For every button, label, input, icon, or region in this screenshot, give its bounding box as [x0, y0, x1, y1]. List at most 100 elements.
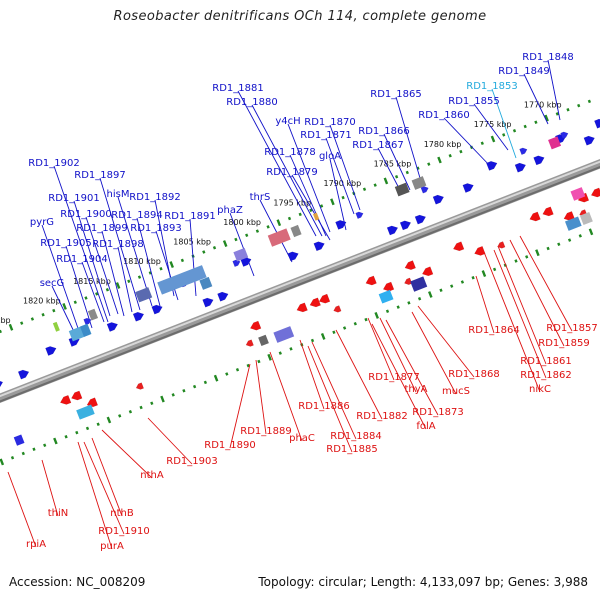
forward-gene-arrow: [0, 379, 4, 390]
kbp-tick: [364, 317, 368, 322]
gene-label: RD1_1901: [48, 193, 99, 204]
feature-box: [410, 276, 428, 292]
label-connector: [311, 341, 357, 440]
gene-label: RD1_1884: [330, 431, 381, 442]
kbp-tick: [330, 198, 335, 206]
label-connector: [329, 158, 347, 231]
kbp-tick: [115, 282, 121, 289]
gene-label: RD1_1878: [264, 147, 315, 158]
kbp-tick: [276, 219, 282, 227]
label-connector: [91, 437, 123, 517]
forward-gene-arrow: [151, 304, 163, 315]
forward-gene-arrow: [399, 220, 412, 231]
kbp-tick: [525, 255, 529, 259]
label-connector: [41, 224, 81, 335]
label-connector: [367, 317, 395, 381]
kbp-label: 1820 kbp: [23, 296, 61, 305]
kbp-tick: [342, 326, 347, 330]
kbp-label: 1770 kbp: [524, 101, 562, 110]
kbp-tick: [105, 287, 110, 292]
kbp-tick: [298, 212, 302, 217]
kbp-tick: [481, 270, 487, 278]
kbp-tick: [319, 204, 324, 208]
forward-gene-arrow: [386, 225, 399, 236]
gene-label: RD1_1857: [546, 323, 597, 334]
gene-label: nthB: [110, 508, 134, 519]
kbp-tick: [439, 288, 443, 293]
kbp-tick: [212, 246, 217, 250]
label-connector: [229, 212, 255, 277]
kbp-tick: [213, 374, 219, 382]
kbp-tick: [555, 112, 559, 116]
kbp-tick: [234, 237, 238, 242]
kbp-tick: [118, 414, 122, 418]
kbp-tick: [394, 174, 399, 179]
kbp-tick: [471, 276, 475, 280]
label-connector: [497, 245, 547, 365]
label-connector: [287, 123, 331, 233]
feature-box: [258, 334, 269, 346]
kbp-tick: [567, 238, 572, 242]
forward-gene-arrow: [420, 186, 429, 194]
kbp-tick: [235, 368, 240, 372]
label-connector: [379, 317, 417, 393]
label-connector: [493, 249, 547, 379]
forward-gene-arrow: [335, 220, 347, 230]
gene-label: RD1_1885: [326, 444, 377, 455]
label-connector: [299, 339, 325, 410]
gene-label: thyA: [404, 384, 427, 395]
kbp-tick: [202, 250, 206, 254]
kbp-tick: [85, 426, 90, 431]
feature-box: [80, 323, 92, 337]
reverse-gene-arrow: [422, 266, 434, 277]
kbp-tick: [30, 317, 35, 321]
gene-label: thiN: [48, 508, 69, 519]
label-connector: [475, 275, 495, 334]
gene-label: RD1_1868: [448, 369, 499, 380]
kbp-tick: [480, 141, 484, 145]
feature-box: [564, 216, 582, 231]
reverse-gene-arrow: [71, 390, 83, 401]
label-connector: [385, 319, 439, 416]
kbp-label: 1775 kbp: [474, 120, 512, 129]
feature-box: [570, 187, 586, 201]
forward-gene-arrow: [560, 131, 569, 139]
feature-box: [290, 224, 302, 238]
gene-label: RD1_1881: [212, 83, 263, 94]
kbp-tick: [222, 240, 228, 248]
kbp-tick: [437, 156, 442, 164]
kbp-tick: [320, 332, 326, 340]
gene-label: RD1_1902: [28, 158, 79, 169]
gene-label: phaZ: [217, 205, 243, 216]
label-connector: [329, 124, 361, 211]
forward-gene-arrow: [313, 241, 325, 252]
kbp-tick: [523, 124, 527, 129]
kbp-tick: [450, 284, 454, 288]
feature-box: [233, 247, 249, 262]
kbp-tick: [0, 458, 5, 466]
reverse-gene-arrow: [542, 206, 554, 217]
kbp-tick: [160, 395, 165, 403]
kbp-tick: [492, 267, 497, 272]
gene-label: thrS: [250, 192, 271, 203]
kbp-tick: [512, 128, 517, 133]
gene-label: RD1_1898: [92, 239, 143, 250]
kbp-tick: [448, 154, 452, 158]
kbp-label: 1800 kbp: [223, 218, 261, 227]
feature-box: [548, 136, 562, 150]
gene-label: RD1_1904: [56, 254, 107, 265]
forward-gene-arrow: [462, 183, 474, 193]
gene-label: RD1_1910: [98, 526, 149, 537]
kbp-tick: [289, 347, 293, 351]
gene-label: gloA: [319, 151, 341, 162]
label-connector: [99, 177, 141, 311]
gene-label: RD1_1864: [468, 325, 519, 336]
kbp-tick: [267, 353, 272, 361]
reverse-gene-arrow: [404, 260, 416, 271]
kbp-tick: [514, 259, 518, 263]
forward-gene-arrow: [583, 135, 595, 146]
kbp-tick: [310, 338, 315, 343]
gene-label: RD1_1871: [300, 130, 351, 141]
gene-labels: RD1_1848 RD1_1849 RD1_1853 RD1_1855 RD1_1860…: [26, 52, 598, 552]
kbp-tick: [373, 183, 377, 187]
